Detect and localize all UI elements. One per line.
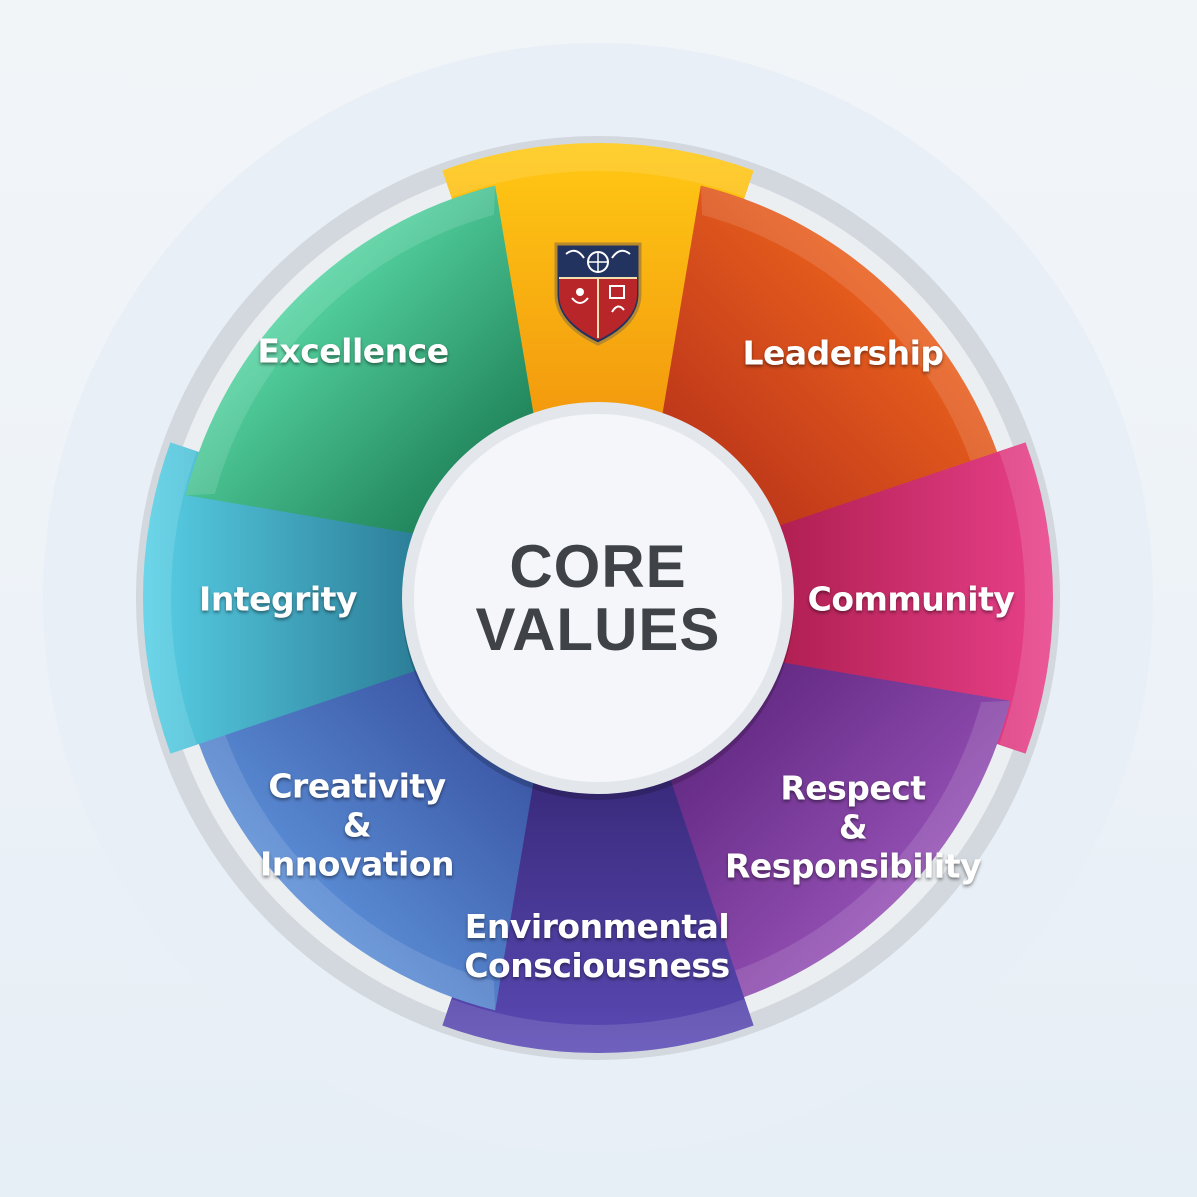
segment-rim-logo bbox=[442, 143, 754, 197]
value-label-line: Responsibility bbox=[724, 846, 982, 886]
center-title-line2: VALUES bbox=[475, 596, 721, 663]
value-label-line: Leadership bbox=[742, 333, 944, 373]
center-title: CORE VALUES bbox=[476, 535, 721, 661]
value-label-line: Creativity bbox=[268, 766, 446, 806]
value-label-line: Integrity bbox=[199, 579, 357, 619]
school-crest-icon bbox=[554, 242, 642, 346]
value-label-creativity: Creativity & Innovation bbox=[260, 766, 454, 885]
value-label-line: Excellence bbox=[257, 331, 449, 371]
segment-excellence bbox=[185, 185, 536, 536]
segment-creativity bbox=[185, 660, 536, 1011]
segment-rim-community bbox=[999, 442, 1054, 754]
value-label-line: Environmental bbox=[464, 907, 730, 947]
value-label-line: & bbox=[342, 805, 372, 845]
value-label-line: Respect bbox=[780, 768, 926, 808]
value-label-leadership: Leadership bbox=[742, 333, 944, 374]
value-label-integrity: Integrity bbox=[199, 579, 357, 620]
value-label-line: & bbox=[838, 807, 868, 847]
value-label-line: Consciousness bbox=[464, 946, 730, 985]
center-hub bbox=[402, 402, 794, 794]
value-label-line: Innovation bbox=[260, 844, 454, 884]
value-label-environmental: Environmental Consciousness bbox=[464, 907, 730, 986]
segment-rim-excellence bbox=[185, 185, 496, 496]
segment-rim-environmental bbox=[442, 999, 754, 1054]
value-label-community: Community bbox=[807, 579, 1015, 620]
segment-leadership bbox=[660, 185, 1011, 536]
center-title-line1: CORE bbox=[509, 533, 687, 600]
value-label-excellence: Excellence bbox=[257, 331, 449, 372]
value-label-line: Community bbox=[807, 579, 1015, 619]
value-label-respect: Respect & Responsibility bbox=[724, 768, 982, 887]
segment-rim-integrity bbox=[143, 442, 197, 754]
segment-respect bbox=[660, 660, 1011, 1011]
